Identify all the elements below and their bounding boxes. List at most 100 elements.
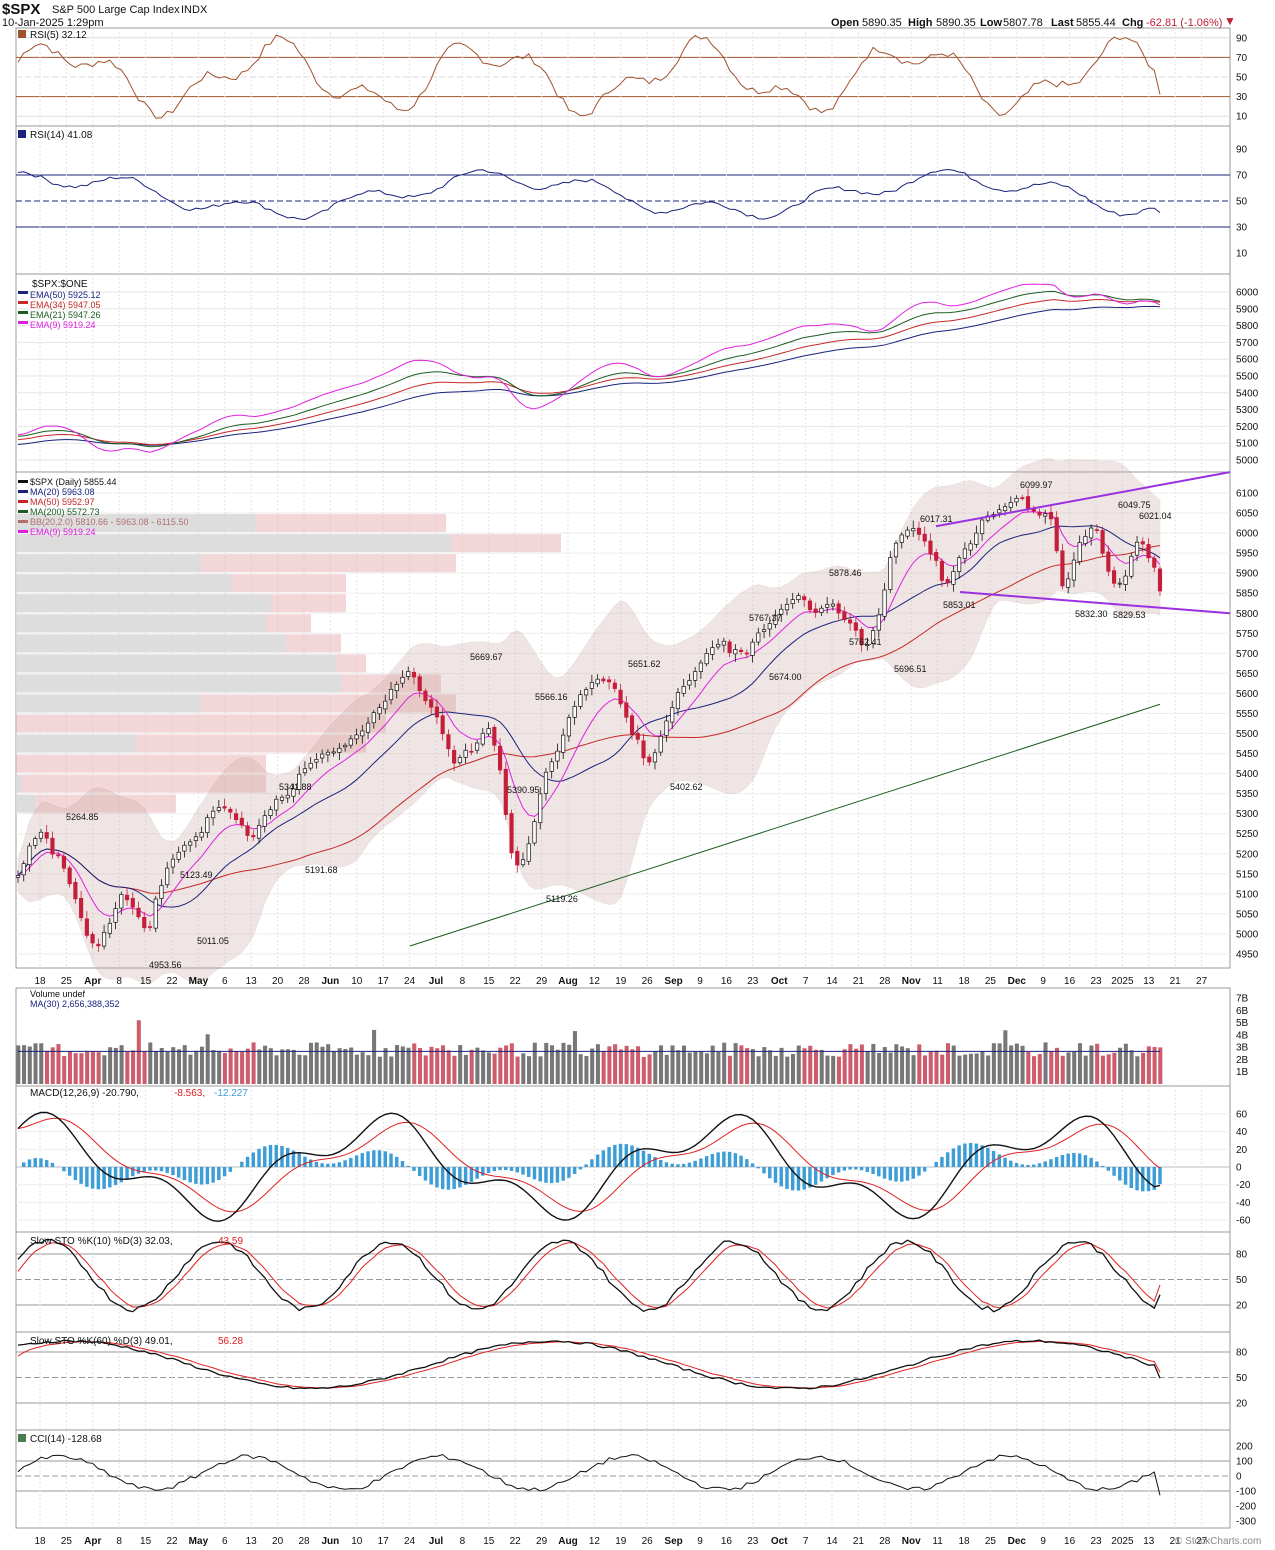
macd-histogram-bar <box>727 1151 732 1167</box>
volume-bar <box>1095 1043 1100 1084</box>
ema-legend-title: $SPX:$ONE <box>32 279 88 290</box>
macd-histogram-bar <box>779 1167 783 1187</box>
candle-body <box>354 734 359 740</box>
volume-bar <box>240 1051 245 1084</box>
macd-histogram-bar <box>171 1167 175 1176</box>
x-axis-label-bottom-12: 10 <box>351 1536 363 1547</box>
volume-bar <box>377 1056 382 1084</box>
candle-body <box>159 885 164 899</box>
price-tick-7: 5750 <box>1236 629 1259 640</box>
volume-by-price-up <box>16 514 256 533</box>
macd-histogram-bar <box>532 1167 537 1180</box>
macd-histogram-bar <box>693 1160 697 1167</box>
volume-bar <box>922 1055 928 1084</box>
ema-legend-1: EMA(34) 5947.05 <box>30 300 101 310</box>
volume-bar <box>343 1048 348 1084</box>
macd-histogram-bar <box>372 1150 376 1167</box>
x-axis-label-top-37: Dec <box>1008 976 1027 987</box>
candle-body <box>750 641 755 656</box>
macd-tick-1: 40 <box>1236 1127 1248 1138</box>
x-axis-label-top-40: 23 <box>1090 976 1102 987</box>
volume-bar <box>56 1044 61 1084</box>
volume-bar <box>1152 1046 1157 1084</box>
macd-histogram-bar <box>1129 1167 1134 1189</box>
macd-histogram-bar <box>119 1167 124 1183</box>
volume-bar <box>877 1053 882 1084</box>
x-axis-label-top-12: 10 <box>351 976 363 987</box>
volume-bar <box>940 1054 945 1084</box>
macd-histogram-bar <box>102 1167 106 1189</box>
candle-body <box>716 643 721 648</box>
x-axis-label-top-3: 8 <box>116 976 122 987</box>
candle-body <box>222 806 227 809</box>
candle-body <box>756 632 761 643</box>
candle-body <box>681 686 686 694</box>
x-axis-label-bottom-20: Aug <box>558 1536 577 1547</box>
x-axis-label-top-29: 7 <box>803 976 809 987</box>
x-axis-label-top-1: 25 <box>61 976 73 987</box>
macd-histogram-bar <box>504 1167 508 1171</box>
macd-histogram-bar <box>1095 1161 1099 1167</box>
volume-bar <box>16 1045 21 1084</box>
macd-histogram-bar <box>538 1167 542 1182</box>
volume-bar <box>1158 1047 1163 1084</box>
rsi14-panel <box>15 125 1231 275</box>
volume-by-price-down <box>271 594 346 613</box>
macd-histogram-bar <box>733 1153 738 1167</box>
volume-bar <box>745 1048 750 1084</box>
macd-histogram-bar <box>1049 1159 1053 1167</box>
volume-bar <box>1026 1052 1031 1084</box>
macd-histogram-bar <box>297 1153 301 1167</box>
volume-bar <box>251 1042 256 1084</box>
price-tick-17: 5250 <box>1236 829 1259 840</box>
macd-histogram-bar <box>469 1167 474 1182</box>
volume-bar <box>676 1050 681 1084</box>
macd-signal-line <box>17 1117 1161 1213</box>
macd-histogram-bar <box>406 1165 410 1167</box>
volume-bar <box>136 1020 141 1084</box>
macd-histogram-bar <box>590 1159 594 1167</box>
candle-body <box>710 647 715 655</box>
macd-histogram-bar <box>377 1150 382 1167</box>
macd-histogram-bar <box>412 1167 416 1171</box>
x-axis-label-top-14: 24 <box>404 976 416 987</box>
macd-histogram-bar <box>636 1147 640 1167</box>
candle-body <box>515 850 520 866</box>
candle-body <box>15 875 21 878</box>
sto10-d-line <box>17 1242 1161 1309</box>
candle-body <box>624 702 629 718</box>
candle-body <box>262 815 267 827</box>
price-annotation-23: 6021.04 <box>1139 511 1172 521</box>
volume-bar <box>997 1043 1002 1084</box>
x-axis-label-bottom-35: 18 <box>958 1536 970 1547</box>
volume-bar <box>509 1043 514 1084</box>
macd-histogram-bar <box>440 1167 445 1190</box>
rsi5-tick-1: 70 <box>1236 53 1248 64</box>
volume-bar <box>504 1045 509 1084</box>
quote-last-label: Last <box>1051 17 1074 29</box>
candle-body <box>38 831 44 839</box>
macd-histogram-bar <box>1100 1165 1105 1167</box>
volume-bar <box>779 1047 784 1084</box>
volume-bar <box>320 1046 325 1084</box>
volume-bar <box>85 1050 90 1084</box>
candle-body <box>452 749 457 764</box>
volume-bar <box>205 1034 210 1084</box>
macd-histogram-bar <box>607 1147 611 1167</box>
macd-histogram-bar <box>641 1150 646 1167</box>
candle-body <box>176 851 181 860</box>
volume-by-price-up <box>16 694 201 713</box>
macd-histogram-bar <box>383 1151 387 1167</box>
macd-histogram-bar <box>1003 1157 1007 1167</box>
volume-bar <box>521 1053 526 1084</box>
price-annotation-18: 5853.01 <box>943 600 976 610</box>
macd-histogram-bar <box>217 1167 221 1180</box>
candle-body <box>853 622 858 631</box>
rsi14-legend: RSI(14) 41.08 <box>30 130 93 141</box>
volume-bar <box>693 1051 698 1084</box>
macd-histogram-bar <box>188 1167 192 1183</box>
volume-bar <box>865 1051 870 1084</box>
volume-bar <box>957 1055 962 1084</box>
volume-by-price-down <box>36 794 176 813</box>
volume-bar <box>452 1055 457 1084</box>
